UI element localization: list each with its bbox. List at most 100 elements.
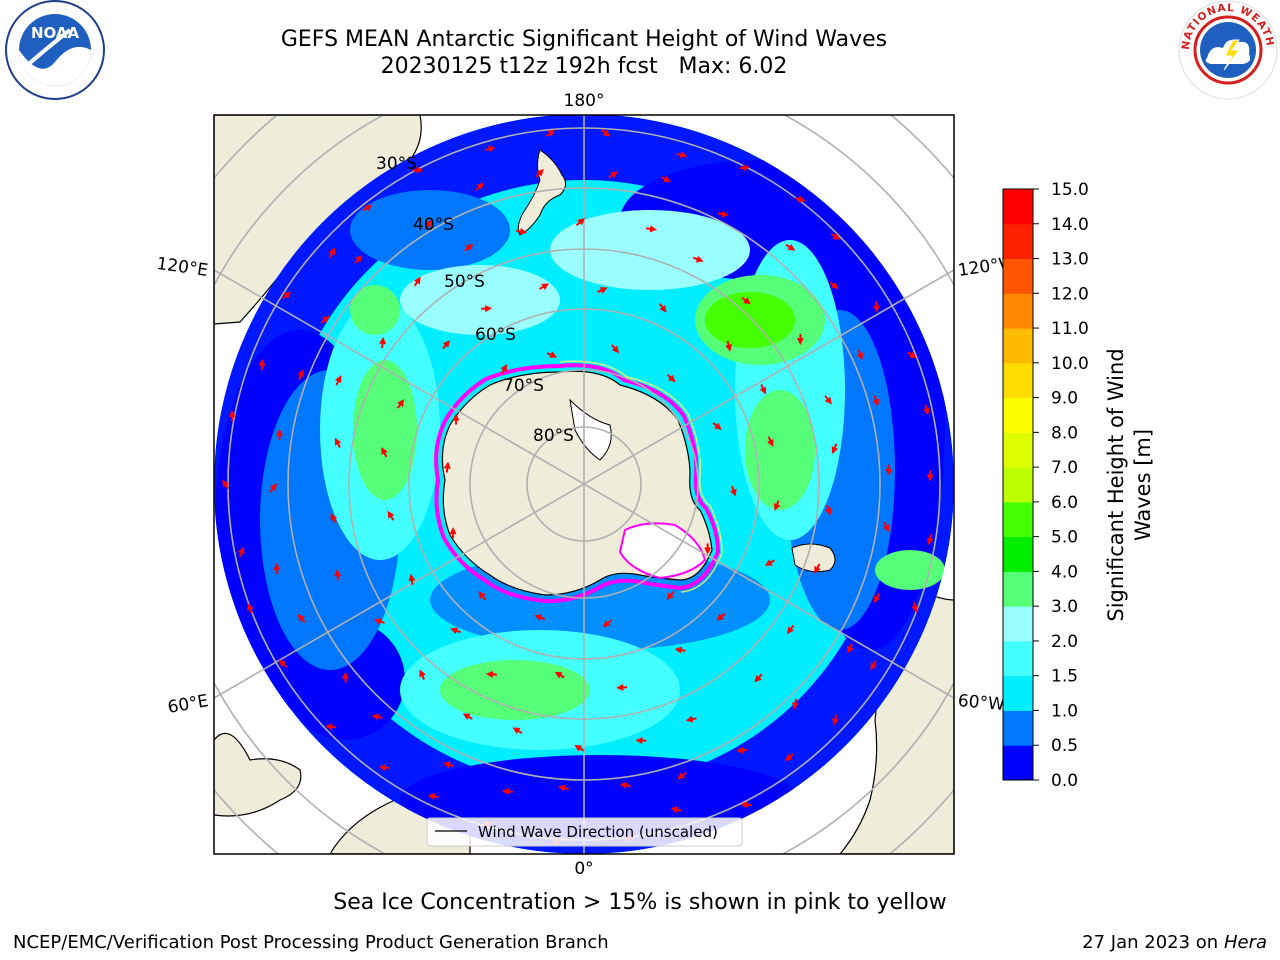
wave-direction-arrowhead [649,225,658,233]
colorbar-segment [1003,640,1033,677]
wave-direction-arrowhead [610,171,619,179]
wave-direction-arrowhead [831,446,839,454]
colorbar: 0.0 0.5 1.0 1.5 2.0 3.0 4.0 5.0 6.0 7.0 8.0 9.0 10.0… [1002,180,1089,791]
colorbar-tick-label: 13.0 [1051,250,1089,270]
wave-direction-arrowhead [297,613,305,622]
chart-subtitle: 20230125 t12z 192h fcst Max: 6.02 [380,54,788,79]
wave-direction-arrowhead [740,801,748,809]
wave-direction-arrowhead [872,398,880,407]
footer-producer: NCEP/EMC/Verification Post Processing Pr… [13,932,609,953]
wave-direction-arrowhead [416,166,424,174]
colorbar-segment [1003,745,1033,781]
colorbar-segment [1003,501,1033,538]
colorbar-tick-label: 0.5 [1051,736,1078,756]
wave-direction-arrowhead [443,761,451,769]
wave-direction-arrowhead [419,669,426,678]
wave-direction-arrowhead [355,255,363,263]
colorbar-label-line2: Waves [m] [1131,429,1155,541]
wave-direction-arrowhead [611,345,620,354]
wave-direction-arrowhead [716,613,724,621]
wave-direction-arrowhead [424,219,432,228]
wave-direction-arrowhead [297,369,304,378]
wave-direction-arrowhead [379,336,387,345]
colorbar-tick-label: 15.0 [1051,180,1089,200]
map-legend: Wind Wave Direction (unscaled) [426,817,743,847]
wave-direction-arrowhead [501,788,510,796]
wave-direction-arrowhead [616,683,624,691]
wave-direction-arrowhead [754,674,762,683]
wave-direction-arrowhead [334,569,342,577]
colorbar-tick-label: 10.0 [1051,354,1089,374]
map-frame [213,114,955,855]
colorbar-tick-label: 2.0 [1051,632,1078,652]
wave-direction-arrowhead [791,702,799,710]
wave-direction-arrowhead [602,129,611,137]
wave-direction-arrowhead [341,671,349,679]
new-zealand [517,149,566,236]
colorbar-segment [1003,571,1033,607]
wave-direction-arrowhead [736,746,744,754]
wave-direction-arrowhead [666,592,674,600]
footer-timestamp: 27 Jan 2023 on Hera [1082,932,1267,953]
colorbar-segment [1003,328,1033,364]
wave-direction-arrowhead [911,605,919,613]
wave-direction-arrowhead [381,447,388,455]
wave-direction-arrowhead [443,461,451,469]
noaa-logo-text: NOAA [31,24,80,42]
wave-direction-arrowhead [574,744,583,752]
wave-direction-arrowhead [450,627,458,635]
wave-direction-arrowhead [222,479,229,488]
colorbar-tick-label: 5.0 [1051,528,1078,548]
lon-label-0: 0° [574,859,593,879]
wave-direction-arrowhead [872,305,880,313]
wave-direction-arrowhead [549,351,558,358]
wave-direction-arrowhead [824,396,832,405]
colorbar-segment [1003,258,1033,294]
wave-direction-arrowhead [663,175,671,183]
south-america-tip [791,543,836,573]
wave-direction-arrowhead [619,781,628,789]
wave-direction-arrowhead [725,343,732,352]
wave-direction-arrowhead [512,727,521,735]
wave-direction-arrowhead [228,409,236,418]
wave-direction-arrowhead [786,626,794,635]
wave-direction-arrowhead [714,422,722,430]
legend-label: Wind Wave Direction (unscaled) [478,823,718,841]
colorbar-tick-label: 4.0 [1051,562,1078,582]
wave-direction-arrowhead [462,713,471,720]
wave-direction-arrowhead [237,546,245,555]
wave-direction-arrowhead [378,764,387,772]
colorbar-tick-label: 1.0 [1051,701,1078,721]
wave-direction-arrowhead [541,283,550,291]
wave-direction-arrowhead [371,713,380,721]
colorbar-tick-label: 11.0 [1051,319,1089,339]
wave-direction-arrowhead [408,573,416,582]
colorbar-tick-label: 3.0 [1051,597,1078,617]
wave-direction-arrowhead [374,618,382,625]
colorbar-segment [1003,432,1033,468]
wave-direction-arrowhead [449,527,457,535]
colorbar-frame [1002,188,1034,781]
wave-direction-arrowhead [847,645,854,654]
wave-direction-arrowhead [485,305,493,313]
wave-direction-arrowhead [322,315,330,324]
wave-direction-arrowhead [787,243,796,251]
wave-direction-arrowhead [283,291,291,299]
wave-direction-arrowhead [500,364,508,372]
wave-direction-arrowhead [870,662,877,671]
lat-label-60s: 60°S [475,325,516,345]
wave-direction-arrowhead [668,374,676,383]
wave-direction-arrowhead [478,591,486,599]
wave-direction-arrowhead [659,304,667,313]
wave-direction-arrowhead [635,736,643,744]
wave-direction-arrowhead [334,437,342,446]
wave-direction-arrowhead [554,671,563,679]
wave-direction-arrowhead [814,565,821,574]
wave-direction-arrowhead [247,603,254,611]
wave-direction-arrowhead [759,386,767,395]
colorbar-segment [1003,362,1033,399]
wave-direction-arrowhead [334,375,342,383]
wave-direction-arrowhead [677,772,686,780]
wave-direction-arrowhead [397,399,405,407]
wave-direction-arrowhead [577,218,585,226]
